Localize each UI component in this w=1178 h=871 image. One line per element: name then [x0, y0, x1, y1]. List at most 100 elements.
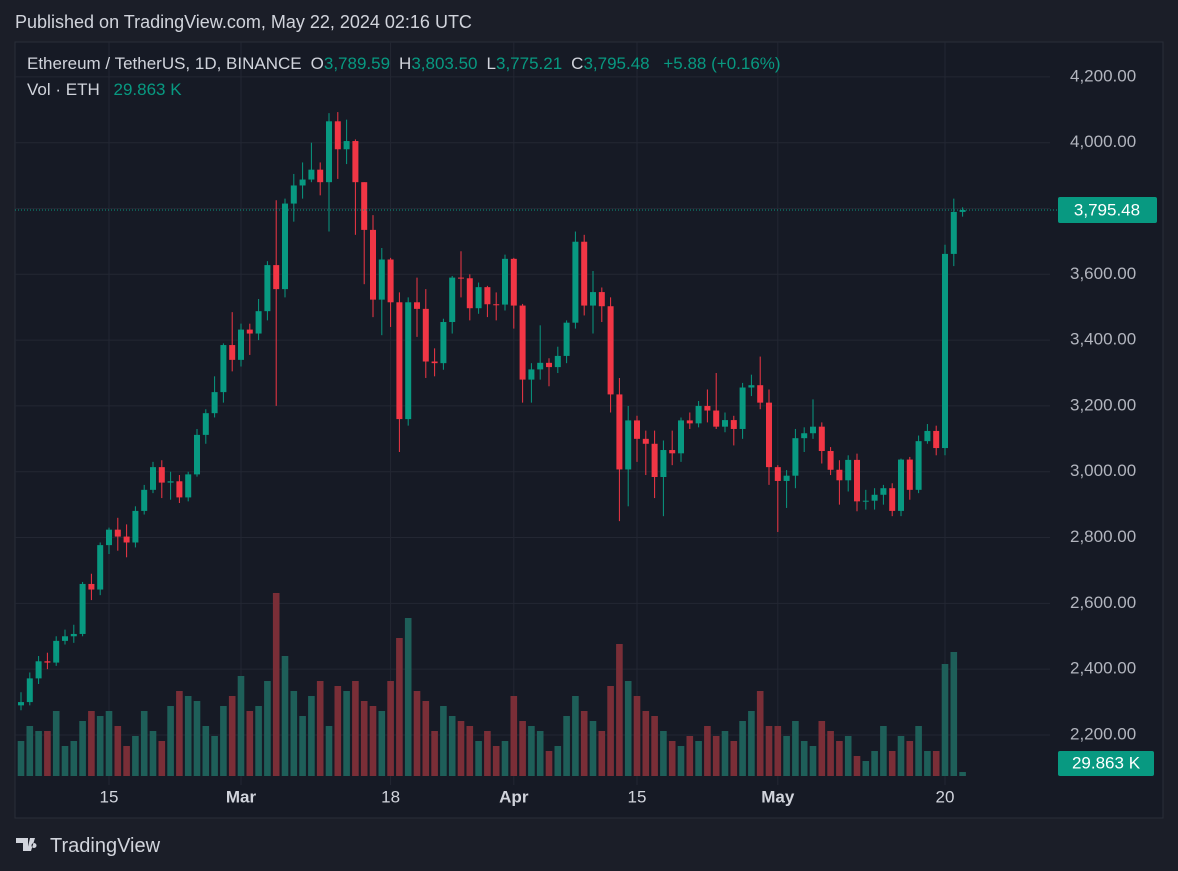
- volume-label: 29.863 K: [113, 80, 182, 99]
- volume-bar: [202, 726, 210, 776]
- volume-bar: [501, 741, 509, 776]
- candle-body: [132, 510, 139, 543]
- volume-bar: [695, 741, 702, 776]
- candle-body: [528, 369, 535, 380]
- candle-body: [246, 329, 253, 334]
- volume-bar: [299, 716, 306, 776]
- candle-body: [572, 241, 579, 323]
- candle-body: [695, 405, 702, 424]
- volume-bar: [167, 706, 174, 776]
- volume-bar: [149, 731, 157, 776]
- volume-bar: [800, 741, 808, 776]
- candle-body: [185, 474, 192, 498]
- volume-bar: [88, 711, 95, 776]
- volume-bar: [448, 716, 456, 776]
- candle-body: [484, 287, 491, 305]
- volume-bar: [827, 731, 834, 776]
- brand: TradingView: [50, 835, 161, 857]
- candle-body: [255, 311, 262, 334]
- published-note: Published on TradingView.com, May 22, 20…: [15, 12, 472, 32]
- x-tick-label: 20: [936, 787, 955, 806]
- candle-body: [308, 169, 315, 180]
- volume-bar: [836, 741, 843, 776]
- volume-bar: [651, 716, 658, 776]
- y-tick-label: 4,200.00: [1070, 66, 1136, 85]
- candle-body: [836, 469, 843, 481]
- candle-body: [915, 441, 922, 490]
- candle-body: [730, 420, 737, 429]
- volume-bar: [343, 691, 350, 776]
- candle-body: [458, 277, 464, 279]
- volume-bar: [660, 731, 667, 776]
- candle-body: [898, 459, 904, 511]
- volume-bar: [554, 746, 562, 776]
- candle-body: [651, 443, 658, 478]
- volume-legend: Vol · ETH 29.863 K: [27, 80, 182, 100]
- candle-body: [519, 305, 526, 380]
- volume-bar: [950, 652, 958, 776]
- candle-body: [264, 265, 271, 312]
- candle-body: [906, 459, 913, 490]
- candle-body: [810, 426, 816, 434]
- y-tick-label: 2,400.00: [1070, 659, 1136, 678]
- x-tick-label: Apr: [499, 787, 529, 806]
- candle-body: [422, 308, 429, 362]
- candle-body: [167, 481, 174, 483]
- volume-bar: [228, 696, 236, 776]
- volume-bar: [642, 711, 650, 776]
- volume-bar: [563, 716, 570, 776]
- candle-body: [475, 287, 482, 309]
- candle-body: [748, 385, 755, 388]
- volume-bar: [96, 716, 104, 776]
- volume-bar: [959, 772, 966, 776]
- candle-body: [581, 241, 588, 306]
- candle-body: [704, 405, 711, 411]
- volume-bar: [475, 741, 482, 776]
- volume-bar: [237, 676, 245, 776]
- volume-bar: [211, 736, 218, 776]
- volume-bar: [844, 736, 852, 776]
- last-volume-box: [1058, 751, 1154, 776]
- candle-body: [607, 306, 614, 395]
- candle-body: [396, 302, 403, 420]
- volume-bar: [308, 696, 315, 776]
- volume-bar: [765, 726, 773, 776]
- candle-body: [273, 265, 280, 290]
- candle-body: [933, 430, 940, 449]
- candle-body: [598, 292, 605, 307]
- volume-bar: [519, 721, 526, 776]
- volume-bar: [492, 746, 500, 776]
- volume-bar: [756, 691, 764, 776]
- candle-body: [660, 450, 667, 478]
- volume-bar: [132, 736, 139, 776]
- volume-bar: [466, 726, 474, 776]
- volume-bar: [748, 711, 755, 776]
- candle-body: [44, 661, 51, 663]
- candle-body: [792, 438, 799, 476]
- candle-body: [202, 413, 209, 435]
- volume-bar: [440, 706, 447, 776]
- volume-bar: [26, 726, 34, 776]
- volume-bar: [255, 706, 262, 776]
- candle-body: [343, 141, 350, 150]
- volume-bar: [264, 681, 271, 776]
- candle-body: [414, 302, 420, 309]
- candle-body: [739, 387, 746, 429]
- y-tick-label: 3,000.00: [1070, 461, 1136, 480]
- candle-body: [766, 402, 772, 468]
- candle-body: [229, 345, 236, 360]
- y-tick-label: 3,200.00: [1070, 395, 1136, 414]
- ohlc-value: 3,789.59: [323, 54, 391, 73]
- candle-body: [959, 209, 966, 212]
- volume-bar: [360, 701, 368, 776]
- volume-bar: [44, 731, 51, 776]
- volume-bar: [220, 706, 227, 776]
- candle-body: [53, 640, 60, 663]
- ohlc-key: L: [486, 54, 496, 73]
- volume-bar: [572, 696, 579, 776]
- candle-body: [114, 529, 121, 537]
- x-tick-label: 15: [100, 787, 119, 806]
- candle-body: [669, 450, 676, 454]
- volume-bar: [457, 721, 465, 776]
